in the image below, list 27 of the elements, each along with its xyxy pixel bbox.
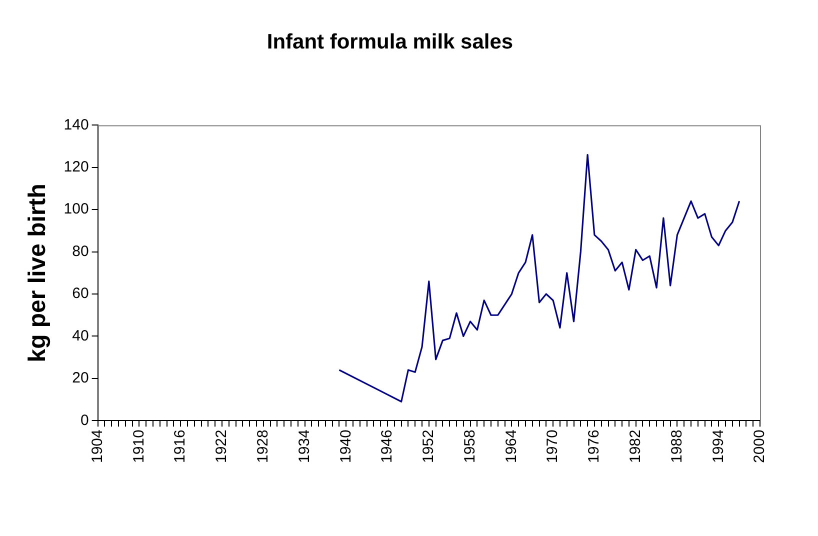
chart-title: Infant formula milk sales	[266, 30, 514, 54]
x-tick-label: 1928	[254, 430, 272, 464]
x-tick-label: 1952	[420, 430, 438, 464]
x-tick-label: 1940	[337, 430, 354, 464]
y-tick-label: 0	[80, 412, 89, 429]
x-tick-label: 1904	[88, 430, 106, 464]
y-tick-label: 60	[72, 285, 89, 302]
x-tick-label: 1994	[710, 430, 727, 464]
y-tick-label: 40	[72, 327, 89, 344]
x-tick-label: 1958	[461, 430, 478, 464]
x-tick-label: 1946	[378, 430, 396, 464]
x-tick-label: 2000	[751, 430, 768, 464]
y-axis-title: kg per live birth	[24, 184, 52, 362]
y-tick-label: 100	[64, 200, 89, 218]
x-tick-label: 1976	[586, 430, 603, 464]
x-tick-label: 1970	[544, 430, 562, 464]
x-tick-label: 1916	[172, 430, 189, 464]
y-tick-label: 140	[64, 116, 89, 134]
y-tick-label: 120	[64, 158, 89, 176]
x-tick-label: 1964	[502, 430, 520, 464]
x-tick-label: 1934	[296, 430, 313, 464]
x-tick-label: 1988	[668, 430, 686, 464]
x-tick-label: 1910	[130, 430, 148, 464]
y-tick-label: 20	[72, 370, 89, 387]
y-tick-label: 80	[72, 242, 89, 260]
x-tick-label: 1922	[213, 430, 230, 464]
x-tick-label: 1982	[626, 430, 644, 464]
